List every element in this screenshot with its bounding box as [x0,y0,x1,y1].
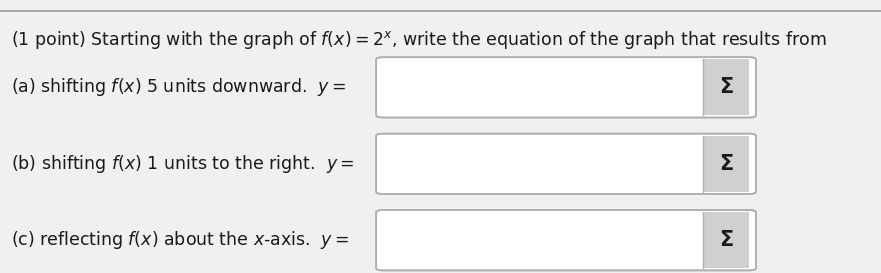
Bar [703,60,749,115]
Text: (c) reflecting $f(x)$ about the $x$-axis.  $y =$: (c) reflecting $f(x)$ about the $x$-axis… [11,229,349,251]
Bar [703,136,749,192]
FancyBboxPatch shape [376,57,756,117]
Text: (a) shifting $f(x)$ 5 units downward.  $y =$: (a) shifting $f(x)$ 5 units downward. $y… [11,76,345,98]
Text: Σ: Σ [719,77,733,97]
Text: Σ: Σ [719,154,733,174]
Text: Σ: Σ [719,230,733,250]
FancyBboxPatch shape [376,210,756,270]
Text: (1 point) Starting with the graph of $f(x) = 2^x$, write the equation of the gra: (1 point) Starting with the graph of $f(… [11,29,826,51]
Bar [703,212,749,268]
Text: (b) shifting $f(x)$ 1 units to the right.  $y =$: (b) shifting $f(x)$ 1 units to the right… [11,153,354,175]
FancyBboxPatch shape [376,134,756,194]
